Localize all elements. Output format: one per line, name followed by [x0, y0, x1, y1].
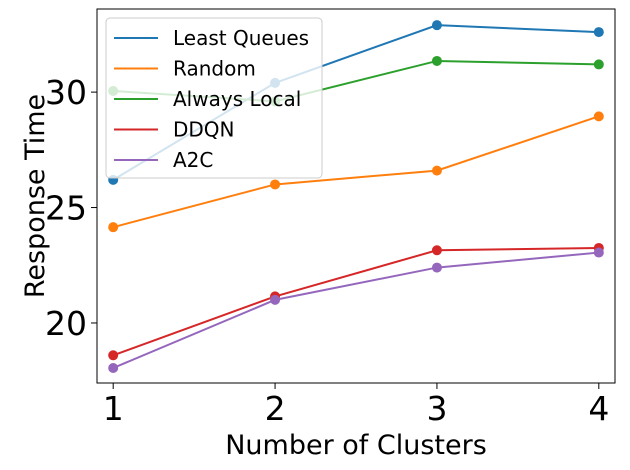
data-point-least-queues [431, 20, 442, 31]
legend-label: A2C [173, 148, 213, 172]
axes-frame [96, 8, 616, 384]
y-tick-label: 20 [45, 304, 87, 343]
y-tick-label: 25 [45, 189, 87, 228]
x-tick-label: 3 [426, 389, 447, 428]
series-line-ddqn [112, 246, 599, 357]
data-point-always-local [593, 59, 604, 70]
data-point-random [593, 111, 604, 122]
y-axis: 20 25 30 [45, 73, 97, 343]
y-tick-label: 30 [45, 73, 87, 112]
data-point-random [431, 165, 442, 176]
legend-box [105, 17, 323, 179]
data-point-a2c [270, 294, 281, 305]
data-point-ddqn [108, 350, 119, 361]
data-point-least-queues [593, 27, 604, 38]
y-axis-label: Response Time [20, 94, 51, 298]
x-tick-label: 4 [588, 389, 609, 428]
x-tick-label: 2 [265, 389, 286, 428]
data-point-always-local [431, 55, 442, 66]
x-tick-label: 1 [103, 389, 124, 428]
data-point-random [108, 222, 119, 233]
legend-label: Always Local [173, 87, 301, 111]
data-point-ddqn [431, 245, 442, 256]
data-point-a2c [593, 247, 604, 258]
series-line-a2c [112, 251, 599, 369]
plot-area [96, 8, 616, 384]
legend-label: DDQN [173, 118, 235, 142]
series-line-random [112, 115, 600, 229]
legend-label: Random [173, 57, 256, 81]
legend: Least Queues Random Always Local DDQN A2C [105, 17, 323, 179]
legend-label: Least Queues [173, 26, 309, 50]
x-axis: 1 2 3 4 [103, 383, 609, 428]
x-axis-label: Number of Clusters [225, 430, 487, 461]
data-point-a2c [431, 262, 442, 273]
data-point-random [270, 179, 281, 190]
data-point-a2c [108, 362, 119, 373]
